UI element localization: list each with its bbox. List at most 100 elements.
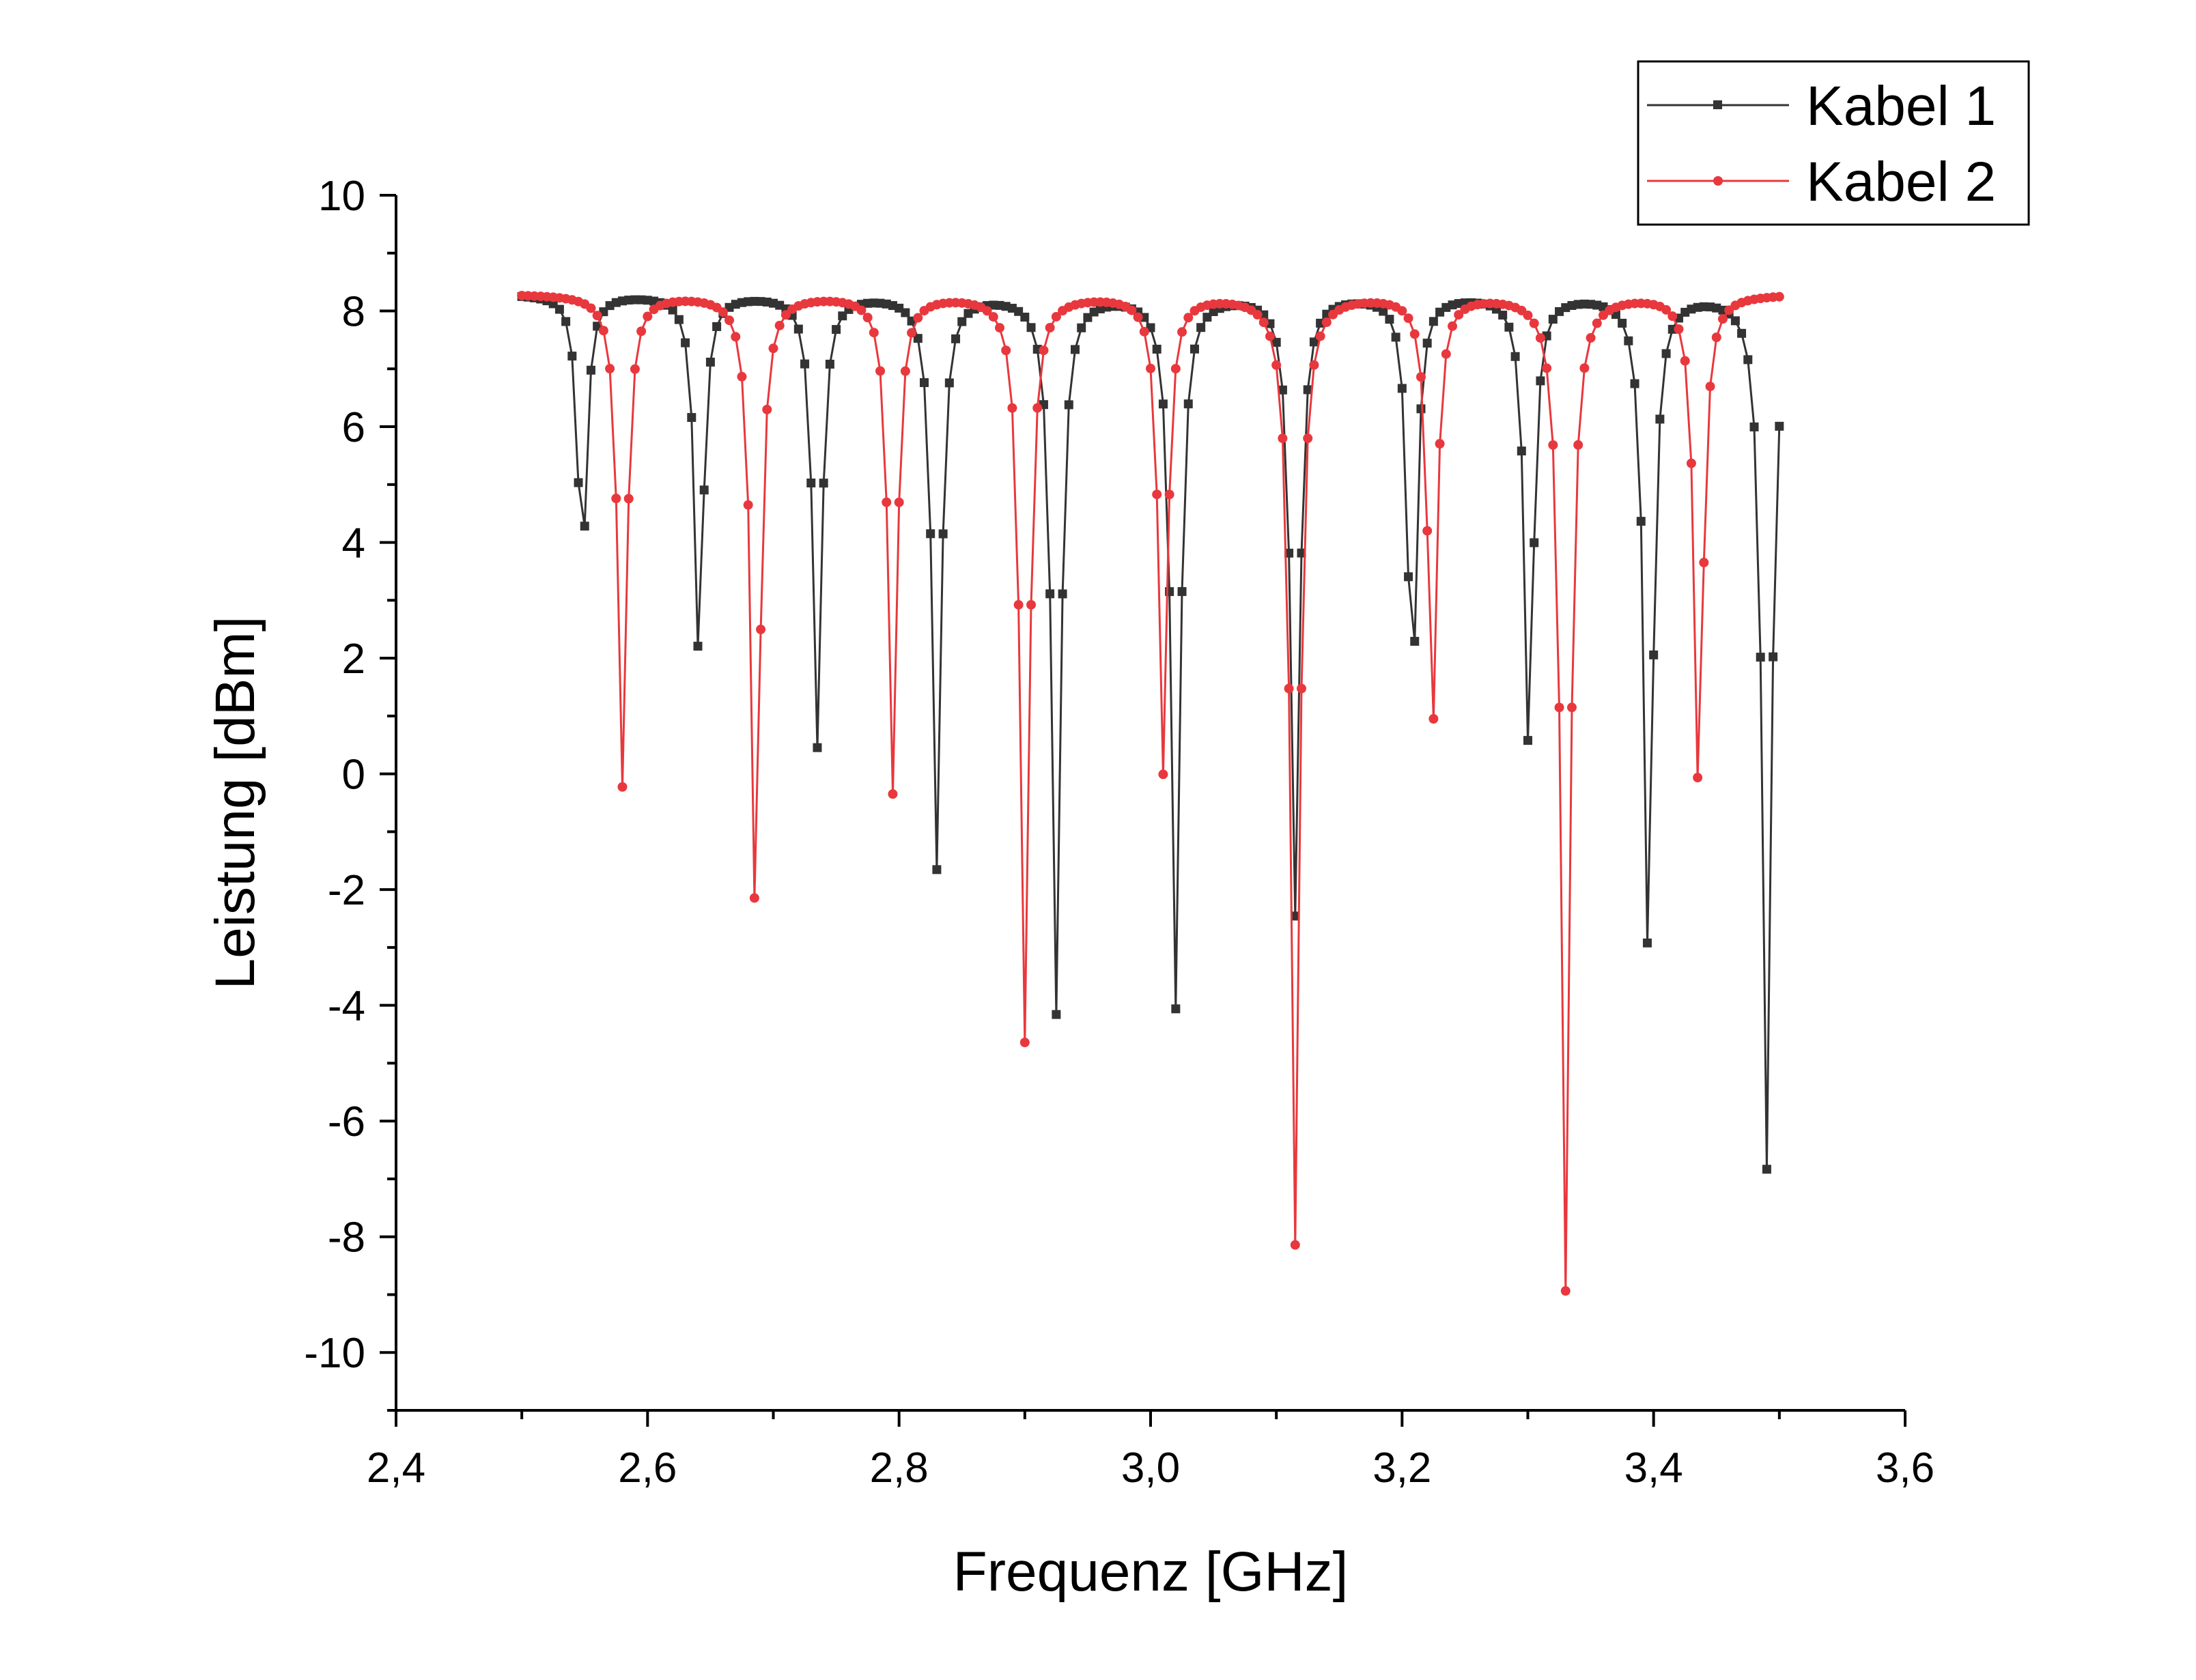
- data-point: [1686, 458, 1696, 468]
- data-point: [907, 328, 917, 338]
- data-point: [598, 326, 608, 336]
- data-point: [1579, 363, 1590, 373]
- data-point: [743, 500, 753, 510]
- data-point: [1026, 599, 1037, 610]
- data-point: [1385, 315, 1394, 324]
- data-point: [856, 305, 867, 315]
- data-point: [1013, 599, 1024, 610]
- data-point: [1592, 318, 1602, 328]
- data-point: [1774, 291, 1784, 302]
- data-point: [1548, 315, 1558, 324]
- data-point: [1007, 403, 1017, 413]
- data-point: [1535, 333, 1545, 343]
- data-point: [693, 642, 703, 651]
- data-point: [1152, 489, 1162, 500]
- data-point: [1649, 650, 1659, 659]
- data-point: [1775, 421, 1784, 431]
- data-point: [1573, 440, 1583, 450]
- data-point: [995, 323, 1004, 333]
- data-point: [1661, 304, 1672, 315]
- data-point: [762, 404, 772, 414]
- data-point: [1379, 307, 1388, 316]
- data-point: [813, 743, 822, 752]
- data-point: [1674, 324, 1684, 334]
- data-point: [1624, 336, 1633, 345]
- data-point: [1278, 433, 1288, 444]
- data-point: [1762, 1165, 1771, 1174]
- data-point: [1026, 323, 1036, 332]
- data-point: [1566, 702, 1577, 713]
- data-point: [1586, 332, 1596, 343]
- data-point: [623, 494, 634, 504]
- y-tick-label: 10: [318, 173, 365, 220]
- data-point: [1303, 433, 1313, 444]
- data-point: [737, 371, 747, 382]
- data-point: [567, 352, 577, 361]
- series-line: [522, 294, 1779, 1292]
- data-point: [932, 865, 942, 874]
- data-point: [1077, 323, 1086, 332]
- data-point: [806, 478, 816, 487]
- y-tick-label: 6: [342, 404, 365, 451]
- data-point: [1409, 329, 1420, 339]
- data-point: [1284, 683, 1294, 694]
- data-point: [1170, 364, 1181, 374]
- x-tick-label: 3,2: [1372, 1444, 1431, 1492]
- legend-label-kabel-1: Kabel 1: [1806, 75, 1996, 137]
- data-point: [554, 304, 564, 314]
- y-tick-label: -8: [328, 1214, 365, 1262]
- data-point: [888, 789, 898, 799]
- data-point: [1045, 589, 1055, 599]
- data-point: [894, 497, 904, 507]
- data-point: [1290, 1240, 1300, 1250]
- data-point: [1403, 313, 1413, 324]
- y-tick-label: 2: [342, 636, 365, 683]
- data-point: [913, 313, 923, 323]
- data-point: [1391, 332, 1400, 342]
- data-point: [1699, 558, 1709, 568]
- y-ticks: 10 8 6 4 2 0 -2 -4 -6 -8 -10: [304, 173, 396, 1412]
- data-point: [1737, 328, 1747, 338]
- data-point: [882, 497, 892, 507]
- data-point: [951, 334, 961, 343]
- data-point: [1271, 337, 1281, 347]
- legend-marker-kabel-1: [1713, 100, 1722, 109]
- data-point: [1410, 636, 1420, 646]
- data-point: [1743, 355, 1753, 365]
- data-point: [687, 413, 696, 423]
- data-point: [1560, 1286, 1571, 1296]
- data-point: [630, 364, 640, 374]
- data-point: [1297, 548, 1306, 558]
- series-line: [522, 295, 1781, 1169]
- data-point: [1705, 382, 1715, 392]
- data-point: [1001, 345, 1011, 356]
- data-point: [561, 317, 571, 326]
- x-tick-label: 3,0: [1121, 1444, 1180, 1492]
- data-point: [1717, 314, 1728, 324]
- data-point: [1749, 422, 1759, 431]
- data-point: [749, 893, 759, 903]
- data-point: [1422, 526, 1433, 536]
- data-point: [705, 357, 715, 367]
- data-point: [1530, 538, 1539, 547]
- data-point: [1039, 345, 1049, 356]
- data-point: [1441, 349, 1451, 359]
- data-point: [1058, 589, 1067, 599]
- data-point: [1171, 1004, 1181, 1014]
- data-point: [825, 359, 834, 369]
- data-point: [1498, 311, 1508, 320]
- data-point: [1309, 360, 1319, 370]
- data-point: [1636, 517, 1646, 526]
- data-point: [938, 529, 948, 539]
- y-tick-label: -6: [328, 1098, 365, 1145]
- data-point: [1164, 489, 1174, 500]
- y-tick-label: -2: [328, 867, 365, 914]
- data-point: [1536, 376, 1545, 386]
- y-tick-label: 8: [342, 289, 365, 336]
- data-point: [1548, 440, 1558, 450]
- data-point: [1655, 414, 1665, 424]
- data-point: [1284, 548, 1294, 558]
- data-point: [1177, 327, 1187, 337]
